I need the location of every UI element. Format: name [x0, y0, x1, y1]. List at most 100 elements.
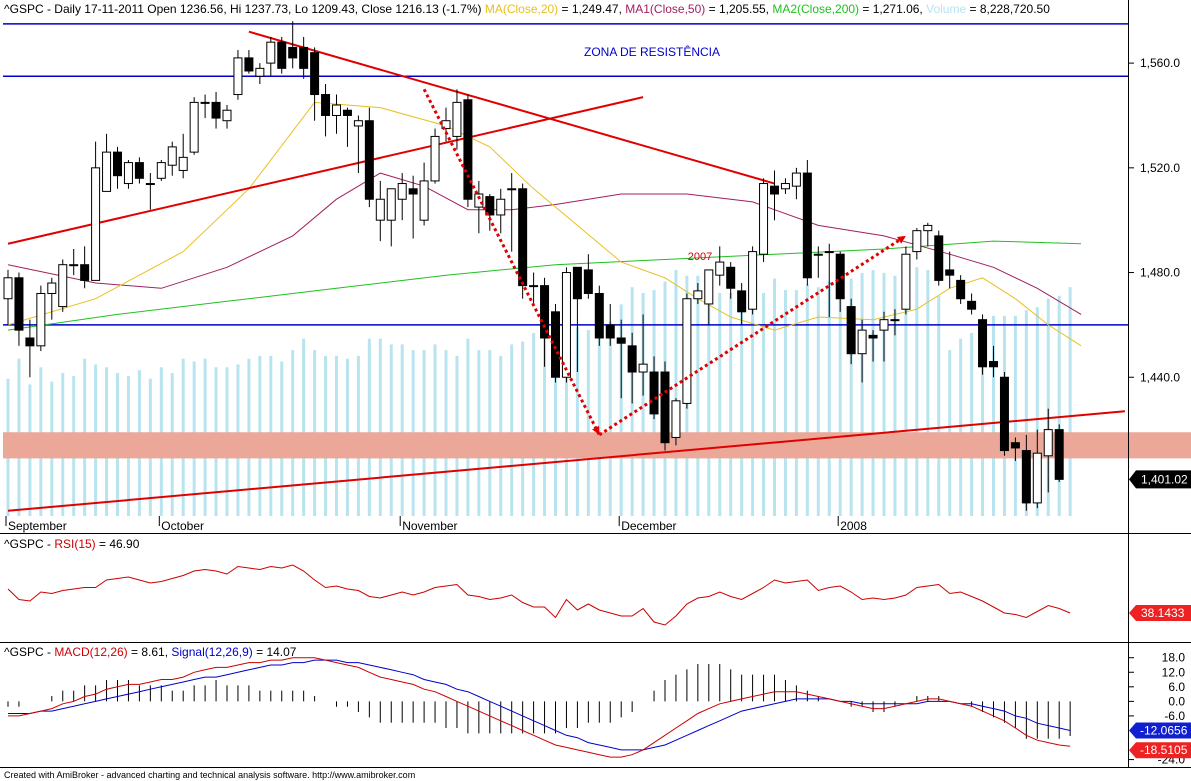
- volume-bar: [805, 284, 809, 516]
- candle-down: [649, 371, 659, 415]
- candle-up: [890, 319, 900, 322]
- macd-label: MACD(12,26): [54, 645, 127, 659]
- header-symbol: ^GSPC: [4, 2, 44, 16]
- volume-bar: [521, 341, 525, 516]
- volume-bar: [915, 267, 919, 516]
- rsi-value: = 46.90: [96, 537, 140, 551]
- signal-label: Signal(12,26,9): [171, 645, 252, 659]
- volume-bar: [992, 315, 995, 516]
- candle-up: [255, 67, 265, 77]
- candle-down: [211, 101, 221, 119]
- candle-up: [419, 180, 429, 221]
- signal-value: = 14.07: [253, 645, 297, 659]
- candle-up: [441, 120, 451, 130]
- candle-up: [704, 269, 714, 305]
- rsi-last-marker: [1129, 605, 1191, 621]
- candle-up: [222, 109, 232, 122]
- candle-up: [813, 253, 823, 256]
- candle-down: [956, 279, 966, 300]
- rsi-last-label: 38.1433: [1141, 606, 1185, 620]
- y-tick-label: 1,440.0: [1140, 370, 1180, 384]
- candle-up: [123, 162, 133, 185]
- candle-up: [682, 298, 692, 404]
- candle-down: [485, 196, 495, 216]
- candle-down: [945, 269, 955, 276]
- candle-down: [310, 52, 320, 96]
- volume-bar: [849, 278, 853, 516]
- macd-y-tick-label: 0.0: [1168, 694, 1185, 708]
- volume-bar: [696, 275, 700, 516]
- candle-up: [430, 135, 440, 182]
- signal-last-label: -12.0656: [1140, 723, 1188, 737]
- candle-down: [288, 46, 298, 59]
- candle-up: [233, 57, 243, 96]
- candle-down: [321, 94, 331, 116]
- volume-bar: [762, 292, 766, 516]
- candle-down: [342, 109, 352, 116]
- header-ohlc: - Daily 17-11-2011 Open 1236.56, Hi 1237…: [44, 2, 485, 16]
- candle-up: [496, 198, 506, 216]
- rsi-series: [7, 564, 1071, 626]
- candle-down: [594, 292, 604, 339]
- y-tick-label: 1,520.0: [1140, 161, 1180, 175]
- volume-bar: [641, 292, 645, 516]
- x-tick-label: 2008: [840, 519, 867, 533]
- candle-up: [529, 285, 539, 288]
- volume-bar: [619, 304, 623, 516]
- volume-bar: [466, 338, 470, 516]
- candle-up: [102, 151, 112, 192]
- price-y-axis: 1,560.0 1,520.0 1,480.0 1,440.0 1,401.02: [1128, 56, 1191, 489]
- candle-up: [178, 156, 188, 171]
- arrowhead: [592, 425, 600, 435]
- candle-down: [934, 235, 944, 281]
- candle-up: [156, 162, 166, 179]
- candle-down: [551, 311, 560, 378]
- volume-bar: [400, 344, 404, 516]
- macd-value: = 8.61,: [128, 645, 172, 659]
- signal-series: [8, 659, 1071, 751]
- candle-up: [879, 319, 889, 331]
- candle-up: [507, 188, 517, 191]
- volume-bar: [1057, 295, 1061, 516]
- volume-bar: [389, 344, 393, 516]
- volume-bar: [674, 270, 678, 516]
- candle-down: [999, 376, 1009, 452]
- candle-up: [375, 198, 385, 221]
- volume-bar: [575, 327, 579, 516]
- volume-bar: [981, 321, 985, 516]
- candle-down: [134, 162, 144, 179]
- macd-last-marker: [1129, 742, 1191, 759]
- candle-down: [846, 306, 856, 355]
- candle-up: [200, 101, 210, 104]
- last-price-label: 1,401.02: [1141, 472, 1188, 486]
- candle-up: [923, 224, 933, 232]
- candle-up: [452, 101, 462, 137]
- volume-bar: [564, 327, 568, 516]
- dotted-arrow-line: [422, 88, 601, 436]
- candle-down: [1054, 429, 1064, 480]
- candle-down: [978, 319, 988, 368]
- volume-bar: [904, 267, 908, 516]
- macd-y-tick-label: -6.0: [1164, 709, 1185, 723]
- macd-y-tick-label: 6.0: [1168, 680, 1185, 694]
- candle-up: [715, 261, 725, 276]
- candle-down: [463, 99, 473, 200]
- header-ma200-value: = 1,271.06,: [859, 2, 926, 16]
- candle-up: [332, 104, 341, 116]
- candle-down: [80, 264, 90, 281]
- candle-up: [36, 292, 46, 347]
- candle-down: [25, 337, 35, 347]
- volume-bar: [1046, 298, 1050, 516]
- candle-up: [638, 363, 648, 373]
- rsi-header: ^GSPC - RSI(15) = 46.90: [4, 537, 140, 551]
- volume-bar: [860, 272, 864, 516]
- candle-down: [989, 361, 998, 368]
- candle-down: [835, 253, 845, 300]
- volume-bar: [1013, 315, 1017, 516]
- header-ma200-label: MA2(Close,200): [772, 2, 859, 16]
- candle-up: [47, 282, 57, 294]
- header-ma20-value: = 1,249.47,: [558, 2, 625, 16]
- volume-bar: [773, 278, 776, 516]
- candle-up: [353, 120, 363, 127]
